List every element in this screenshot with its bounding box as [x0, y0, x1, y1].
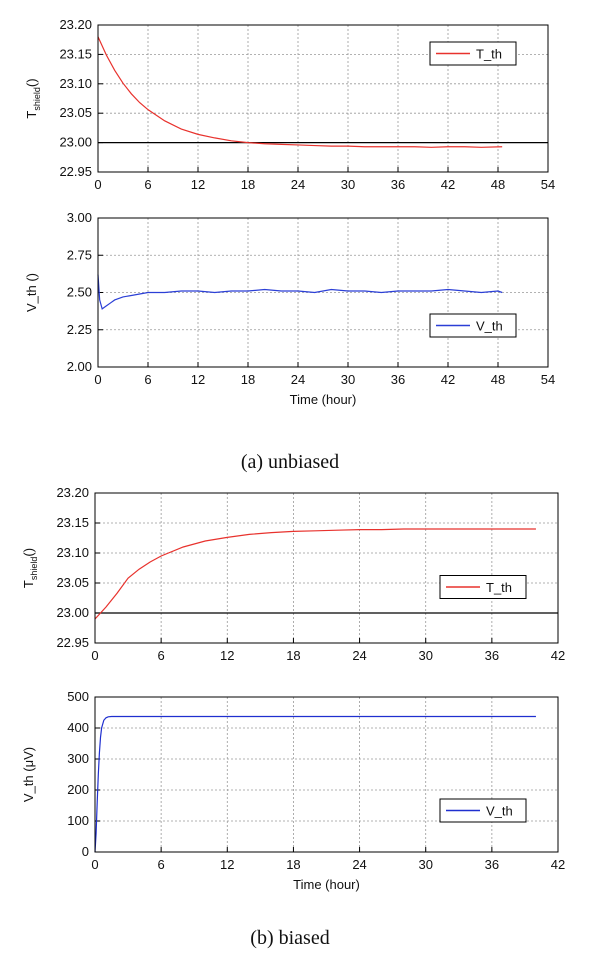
legend-box — [439, 798, 527, 823]
y-axis-label: V_th (μV) — [21, 747, 36, 802]
y-tick-label: 2.00 — [67, 359, 92, 374]
x-tick-label: 0 — [94, 177, 101, 192]
x-tick-label: 36 — [485, 648, 499, 663]
y-tick-label: 2.75 — [67, 247, 92, 262]
x-tick-label: 42 — [551, 648, 565, 663]
y-tick-label: 23.05 — [59, 105, 92, 120]
plot-frame — [97, 24, 549, 173]
data-line — [97, 274, 503, 310]
plot-frame — [94, 696, 559, 853]
x-tick-label: 42 — [441, 177, 455, 192]
x-axis-label: Time (hour) — [290, 392, 357, 407]
y-tick-label: 100 — [67, 813, 89, 828]
x-tick-label: 36 — [391, 372, 405, 387]
x-tick-label: 0 — [91, 648, 98, 663]
x-tick-label: 6 — [158, 857, 165, 872]
x-tick-label: 30 — [341, 177, 355, 192]
x-tick-label: 18 — [286, 857, 300, 872]
y-axis-label-main: T — [21, 580, 36, 588]
y-tick-label: 23.15 — [56, 515, 89, 530]
y-tick-label: 23.15 — [59, 46, 92, 61]
y-tick-label: 22.95 — [59, 164, 92, 179]
x-tick-label: 30 — [341, 372, 355, 387]
y-tick-label: 500 — [67, 689, 89, 704]
x-tick-label: 0 — [91, 857, 98, 872]
caption: (a) unbiased — [241, 451, 339, 473]
y-tick-label: 22.95 — [56, 635, 89, 650]
y-axis-label-unit: () — [24, 78, 39, 87]
plot-frame — [97, 217, 549, 368]
x-tick-label: 36 — [391, 177, 405, 192]
legend-label: V_th — [476, 319, 503, 334]
legend-box — [429, 41, 517, 66]
x-tick-label: 42 — [441, 372, 455, 387]
x-tick-label: 18 — [286, 648, 300, 663]
x-tick-label: 12 — [191, 372, 205, 387]
y-axis-label: Tshield() — [21, 548, 39, 588]
data-line — [94, 528, 536, 620]
y-axis-label: V_th () — [24, 273, 39, 312]
y-axis-label-unit: () — [21, 548, 36, 557]
x-tick-label: 24 — [291, 177, 305, 192]
x-tick-label: 30 — [418, 648, 432, 663]
x-axis-label: Time (hour) — [293, 877, 360, 892]
x-tick-label: 18 — [241, 177, 255, 192]
y-tick-label: 23.10 — [56, 545, 89, 560]
legend-label: V_th — [486, 804, 513, 819]
x-tick-label: 24 — [352, 648, 366, 663]
y-tick-label: 200 — [67, 782, 89, 797]
x-tick-label: 6 — [144, 177, 151, 192]
x-tick-label: 6 — [144, 372, 151, 387]
y-tick-label: 23.00 — [56, 605, 89, 620]
x-tick-label: 54 — [541, 177, 555, 192]
y-tick-label: 2.50 — [67, 285, 92, 300]
x-tick-label: 12 — [191, 177, 205, 192]
x-tick-label: 30 — [418, 857, 432, 872]
y-tick-label: 23.20 — [56, 485, 89, 500]
x-tick-label: 0 — [94, 372, 101, 387]
y-axis-label-sub: shield — [32, 87, 42, 111]
y-tick-label: 23.05 — [56, 575, 89, 590]
legend-box — [439, 575, 527, 599]
x-tick-label: 24 — [291, 372, 305, 387]
y-axis-label: Tshield() — [24, 78, 42, 118]
y-axis-label-sub: shield — [29, 557, 39, 581]
x-tick-label: 18 — [241, 372, 255, 387]
y-axis-label-main: V_th (μV) — [21, 747, 36, 802]
x-tick-label: 48 — [491, 372, 505, 387]
legend-label: T_th — [486, 580, 512, 595]
y-tick-label: 2.25 — [67, 322, 92, 337]
y-tick-label: 23.10 — [59, 76, 92, 91]
x-tick-label: 12 — [220, 857, 234, 872]
legend-box — [429, 313, 517, 338]
plot-frame — [94, 492, 559, 644]
y-tick-label: 0 — [82, 844, 89, 859]
x-tick-label: 36 — [485, 857, 499, 872]
caption: (b) biased — [250, 927, 329, 949]
y-axis-label-main: T — [24, 111, 39, 119]
y-tick-label: 300 — [67, 751, 89, 766]
x-tick-label: 24 — [352, 857, 366, 872]
y-tick-label: 23.20 — [59, 17, 92, 32]
x-tick-label: 42 — [551, 857, 565, 872]
x-tick-label: 54 — [541, 372, 555, 387]
x-tick-label: 6 — [158, 648, 165, 663]
y-tick-label: 23.00 — [59, 135, 92, 150]
x-tick-label: 12 — [220, 648, 234, 663]
legend-label: T_th — [476, 47, 502, 62]
data-line — [94, 715, 536, 853]
y-tick-label: 3.00 — [67, 210, 92, 225]
y-tick-label: 400 — [67, 720, 89, 735]
data-line — [97, 36, 503, 148]
y-axis-label-main: V_th () — [24, 273, 39, 312]
x-tick-label: 48 — [491, 177, 505, 192]
